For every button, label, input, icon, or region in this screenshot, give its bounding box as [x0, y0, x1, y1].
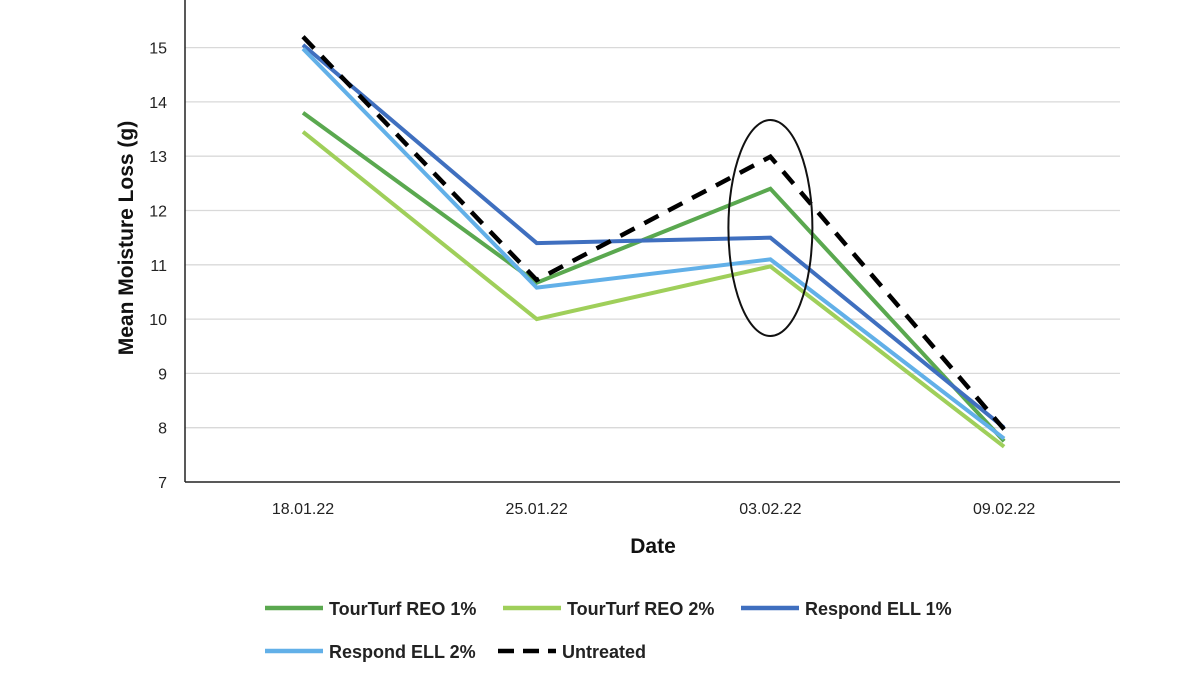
y-tick-label: 12 — [149, 204, 167, 221]
y-tick-label: 11 — [150, 258, 167, 275]
legend-label: Respond ELL 2% — [329, 642, 476, 662]
y-axis-title: Mean Moisture Loss (g) — [115, 121, 138, 356]
y-tick-label: 15 — [149, 41, 167, 58]
x-tick-label: 25.01.22 — [506, 501, 568, 518]
y-tick-label: 13 — [149, 149, 167, 166]
x-tick-label: 18.01.22 — [272, 501, 334, 518]
x-axis-title: Date — [630, 535, 676, 558]
x-tick-label: 09.02.22 — [973, 501, 1035, 518]
series-line-3 — [301, 43, 1006, 430]
y-tick-label: 8 — [158, 421, 167, 438]
legend-label: TourTurf REO 1% — [329, 599, 476, 619]
legend-label: Respond ELL 1% — [805, 599, 952, 619]
series-line-5 — [301, 35, 1006, 431]
y-tick-label: 7 — [158, 475, 167, 492]
y-tick-label: 10 — [149, 312, 167, 329]
legend-label: Untreated — [562, 642, 646, 662]
series-line-4 — [301, 47, 1006, 441]
y-tick-label: 14 — [149, 95, 167, 112]
x-tick-label: 03.02.22 — [739, 501, 801, 518]
series-line-2 — [301, 130, 1006, 449]
legend-label: TourTurf REO 2% — [567, 599, 714, 619]
y-tick-label: 9 — [158, 366, 167, 383]
series-line-1 — [301, 111, 1006, 443]
annotation-ellipse — [727, 119, 814, 337]
